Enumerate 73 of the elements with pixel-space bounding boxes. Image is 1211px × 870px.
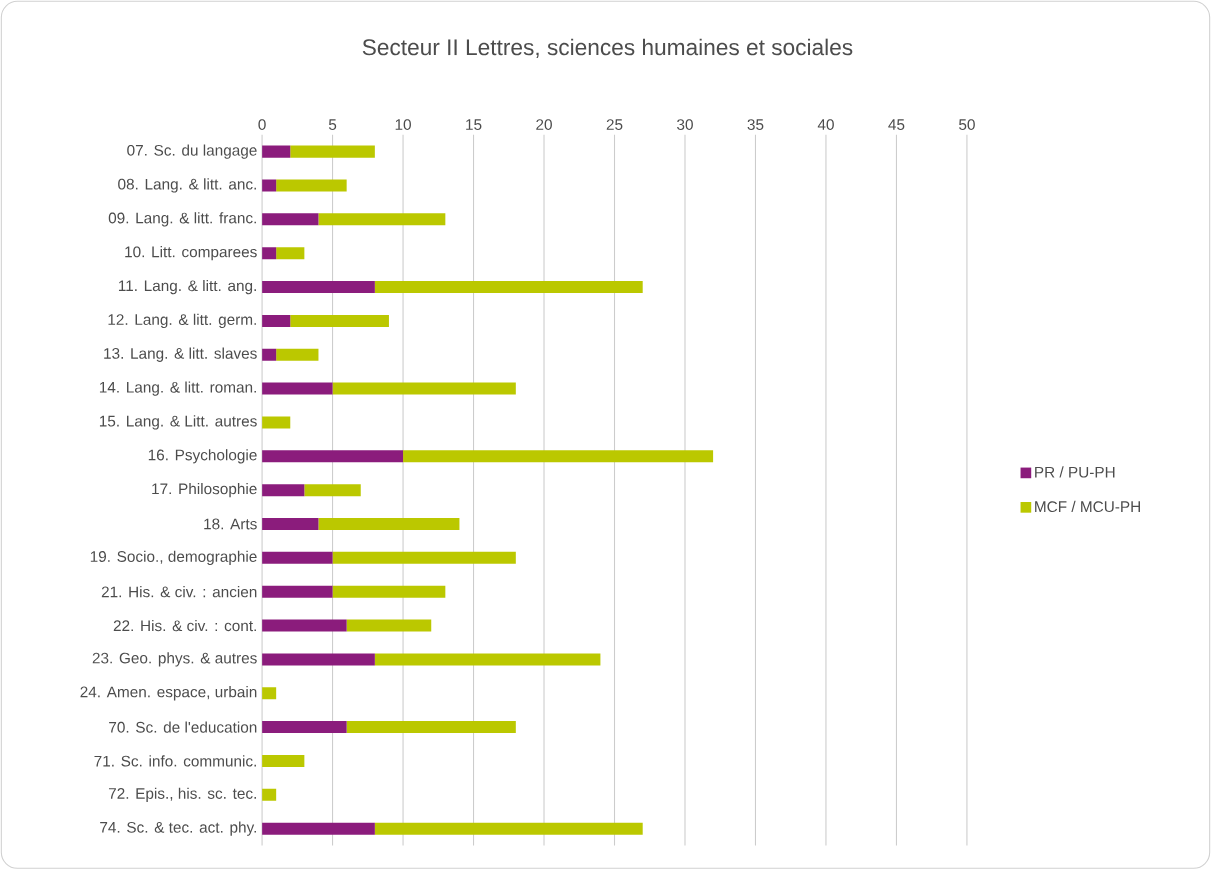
y-tick-label: 11. Lang. & litt. ang. [118,280,256,295]
x-tick-label: 50 [959,119,975,131]
y-tick-label: 72. Epis., his. sc. tec. [108,787,256,803]
y-tick-label: 07. Sc. du langage [127,144,257,159]
y-tick-label: 19. Socio., demographie [90,550,257,566]
bar [374,653,601,666]
bar [262,179,277,192]
x-tick-label: 20 [536,119,552,131]
y-tick-label: 09. Lang. & litt. franc. [108,212,256,227]
bar [262,687,277,700]
x-tick-label: 45 [888,119,905,131]
x-tick-label: 5 [328,119,337,131]
bar [262,416,291,429]
bar [290,315,389,328]
bar [332,382,516,395]
y-tick-label: 70. Sc. de l'education [109,721,257,733]
y-tick-label: 16. Psychologie [148,449,257,464]
bar [262,653,375,666]
chart-title: Secteur II Lettres, sciences humaines et sociales [362,38,853,59]
bar [262,315,291,328]
y-tick-label: 15. Lang. & Litt. autres [99,415,257,430]
x-tick-label: 30 [677,119,693,131]
bar [262,281,375,294]
bar [374,281,643,294]
bar [276,179,347,192]
bar [262,382,333,395]
bar [318,518,460,531]
y-tick-label: 08. Lang. & litt. anc. [118,178,256,193]
bar [276,247,305,260]
bar [262,552,333,565]
y-tick-label: 71. Sc. info. communic. [94,755,256,767]
bar [276,348,319,361]
bar [262,145,291,158]
bar [332,585,446,598]
bar [262,755,305,768]
y-tick-label: 13. Lang. & litt. slaves [104,347,257,363]
x-tick-label: 0 [258,119,266,131]
x-tick-label: 35 [747,119,764,131]
x-tick-label: 25 [606,119,623,131]
y-tick-label: 18. Arts [204,518,257,530]
y-tick-label: 14. Lang. & litt. roman. [99,381,256,396]
x-tick-label: 10 [395,119,411,131]
bar [262,789,277,802]
y-tick-label: 12. Lang. & litt. germ. [108,313,256,329]
bar [262,213,319,226]
bar [403,450,714,463]
bar [262,721,347,734]
y-tick-label: 74. Sc. & tec. act. phy. [100,821,256,836]
x-tick-label: 40 [817,119,834,131]
bar [262,247,277,260]
bar [374,822,643,835]
bar [262,484,305,497]
bar [332,552,516,565]
bar [262,348,277,361]
y-tick-label: 21. His. & civ. : ancien [101,586,257,598]
bar [262,585,333,598]
y-tick-label: 23. Geo. phys. & autres [92,652,257,667]
bar [346,721,516,734]
bar [262,450,404,463]
x-tick-label: 15 [466,119,482,131]
y-tick-label: 10. Litt. comparees [125,246,257,261]
y-tick-label: 17. Philosophie [152,483,257,498]
bar [304,484,361,497]
legend-label: MCF / MCU-PH [1035,501,1140,513]
bar [262,619,347,632]
y-tick-label: 24. Amen. espace, urbain [80,686,257,701]
bar [346,619,432,632]
legend-label: PR / PU-PH [1035,466,1115,478]
bar [262,518,319,531]
y-tick-label: 22. His. & civ. : cont. [113,620,256,632]
bar [262,822,375,835]
bar [290,145,375,158]
bar [318,213,446,226]
